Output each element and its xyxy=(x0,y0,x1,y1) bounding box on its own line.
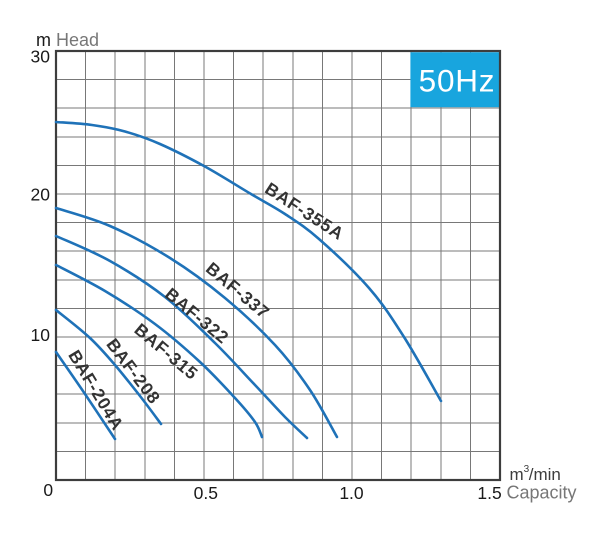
svg-text:Head: Head xyxy=(56,30,99,50)
svg-text:1.5: 1.5 xyxy=(477,483,501,503)
svg-text:20: 20 xyxy=(31,185,51,205)
svg-text:10: 10 xyxy=(31,325,51,345)
svg-text:0.5: 0.5 xyxy=(194,483,218,503)
svg-text:m3/min: m3/min xyxy=(510,464,561,484)
svg-text:1.0: 1.0 xyxy=(339,483,364,503)
svg-text:Capacity: Capacity xyxy=(507,483,577,503)
svg-text:0: 0 xyxy=(43,480,53,500)
svg-text:50Hz: 50Hz xyxy=(419,63,496,99)
svg-text:30: 30 xyxy=(31,47,51,67)
svg-text:m: m xyxy=(36,30,51,50)
